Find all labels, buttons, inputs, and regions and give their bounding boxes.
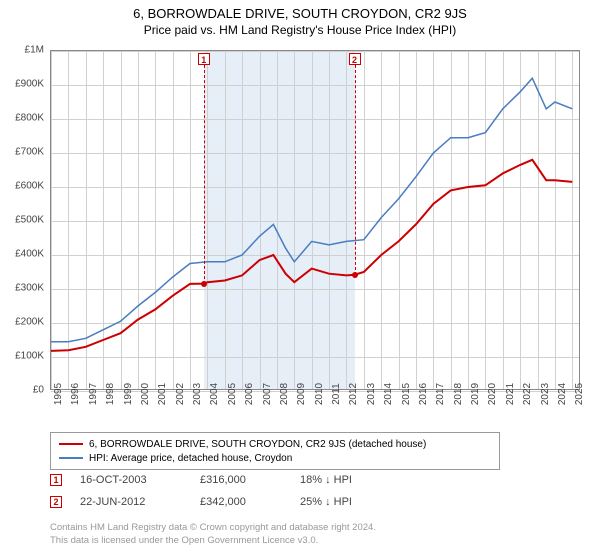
sale-delta-2: 25% ↓ HPI — [300, 496, 400, 508]
x-axis-label: 2018 — [453, 383, 464, 405]
x-axis-label: 2021 — [505, 383, 516, 405]
x-axis-label: 2001 — [157, 383, 168, 405]
legend-label-hpi: HPI: Average price, detached house, Croy… — [89, 453, 292, 464]
legend-label-property: 6, BORROWDALE DRIVE, SOUTH CROYDON, CR2 … — [89, 439, 426, 450]
x-axis-label: 2011 — [331, 383, 342, 405]
sale-row-1: 1 16-OCT-2003 £316,000 18% ↓ HPI — [50, 474, 400, 486]
x-axis-label: 1999 — [123, 383, 134, 405]
sale-row-2: 2 22-JUN-2012 £342,000 25% ↓ HPI — [50, 496, 400, 508]
y-axis-label: £0 — [33, 385, 44, 396]
chart-container: 6, BORROWDALE DRIVE, SOUTH CROYDON, CR2 … — [0, 0, 600, 560]
chart-area: 12 £0£100K£200K£300K£400K£500K£600K£700K… — [50, 50, 580, 390]
chart-lines — [51, 51, 581, 391]
marker-dashed-line-2 — [355, 65, 357, 275]
y-axis-label: £800K — [15, 113, 44, 124]
series-line-hpi — [51, 78, 572, 342]
chart-legend: 6, BORROWDALE DRIVE, SOUTH CROYDON, CR2 … — [50, 432, 500, 470]
y-axis-label: £700K — [15, 147, 44, 158]
y-axis-label: £1M — [25, 45, 44, 56]
x-axis-label: 1998 — [105, 383, 116, 405]
x-axis-label: 1997 — [88, 383, 99, 405]
x-axis-label: 2013 — [366, 383, 377, 405]
marker-box-1: 1 — [198, 53, 210, 65]
y-axis-label: £300K — [15, 283, 44, 294]
x-axis-label: 2006 — [244, 383, 255, 405]
sale-marker-1: 1 — [50, 474, 62, 486]
footer-line-1: Contains HM Land Registry data © Crown c… — [50, 522, 376, 534]
x-axis-label: 2007 — [262, 383, 273, 405]
x-axis-label: 2010 — [314, 383, 325, 405]
x-axis-label: 2022 — [522, 383, 533, 405]
x-axis-label: 1996 — [70, 383, 81, 405]
series-line-property — [51, 160, 572, 351]
x-axis-label: 2020 — [487, 383, 498, 405]
x-axis-label: 2014 — [383, 383, 394, 405]
chart-title-address: 6, BORROWDALE DRIVE, SOUTH CROYDON, CR2 … — [0, 0, 600, 21]
legend-swatch-hpi — [59, 457, 83, 459]
x-axis-label: 2008 — [279, 383, 290, 405]
marker-dot-2 — [352, 272, 358, 278]
footer-line-2: This data is licensed under the Open Gov… — [50, 535, 318, 547]
x-axis-label: 1995 — [53, 383, 64, 405]
legend-row-property: 6, BORROWDALE DRIVE, SOUTH CROYDON, CR2 … — [59, 437, 491, 451]
marker-dot-1 — [201, 281, 207, 287]
marker-box-2: 2 — [349, 53, 361, 65]
x-axis-label: 2000 — [140, 383, 151, 405]
sale-price-2: £342,000 — [200, 496, 300, 508]
x-axis-label: 2024 — [557, 383, 568, 405]
x-axis-label: 2023 — [540, 383, 551, 405]
y-axis-label: £600K — [15, 181, 44, 192]
y-axis-label: £900K — [15, 79, 44, 90]
x-axis-label: 2005 — [227, 383, 238, 405]
y-axis-label: £100K — [15, 351, 44, 362]
legend-row-hpi: HPI: Average price, detached house, Croy… — [59, 451, 491, 465]
sale-date-2: 22-JUN-2012 — [80, 496, 200, 508]
sale-delta-1: 18% ↓ HPI — [300, 474, 400, 486]
sale-marker-2: 2 — [50, 496, 62, 508]
x-axis-label: 2025 — [574, 383, 585, 405]
x-axis-label: 2003 — [192, 383, 203, 405]
y-axis-label: £400K — [15, 249, 44, 260]
y-axis-label: £500K — [15, 215, 44, 226]
x-axis-label: 2012 — [348, 383, 359, 405]
sale-price-1: £316,000 — [200, 474, 300, 486]
chart-plot: 12 — [50, 50, 580, 390]
x-axis-label: 2019 — [470, 383, 481, 405]
marker-dashed-line-1 — [204, 65, 206, 284]
x-axis-label: 2015 — [401, 383, 412, 405]
x-axis-label: 2004 — [209, 383, 220, 405]
x-axis-label: 2009 — [296, 383, 307, 405]
x-axis-label: 2016 — [418, 383, 429, 405]
y-axis-label: £200K — [15, 317, 44, 328]
sale-date-1: 16-OCT-2003 — [80, 474, 200, 486]
legend-swatch-property — [59, 443, 83, 445]
x-axis-label: 2002 — [175, 383, 186, 405]
chart-subtitle: Price paid vs. HM Land Registry's House … — [0, 21, 600, 37]
x-axis-label: 2017 — [435, 383, 446, 405]
